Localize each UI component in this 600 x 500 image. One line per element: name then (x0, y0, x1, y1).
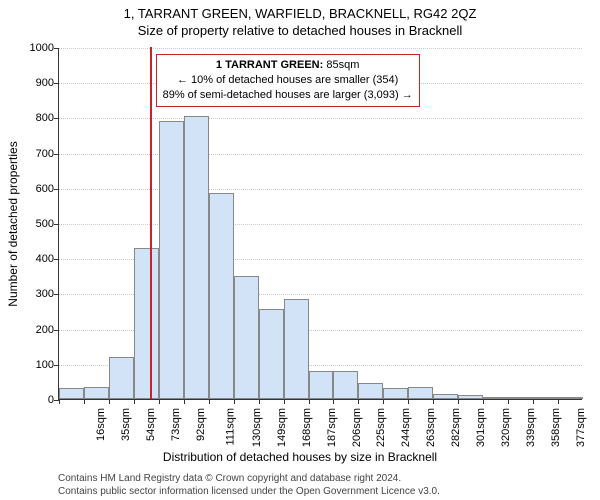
histogram-bar (234, 276, 259, 399)
x-tick-label: 111sqm (224, 408, 236, 446)
gridline (59, 224, 582, 225)
x-tick-label: 206sqm (351, 408, 363, 447)
x-tick-label: 35sqm (120, 408, 132, 441)
page-subtitle: Size of property relative to detached ho… (0, 21, 600, 38)
gridline (59, 154, 582, 155)
gridline (59, 48, 582, 49)
x-tick-label: 282sqm (450, 408, 462, 447)
histogram-bar (483, 397, 508, 399)
y-tick-label: 400 (14, 253, 54, 265)
x-tick-label: 16sqm (95, 408, 107, 441)
x-tick-label: 168sqm (301, 408, 313, 447)
histogram-bar (533, 397, 558, 399)
histogram-bar (159, 121, 184, 399)
x-tick-label: 187sqm (326, 408, 338, 447)
histogram-chart: 1 TARRANT GREEN: 85sqm ← 10% of detached … (58, 48, 582, 400)
y-tick-label: 0 (14, 394, 54, 406)
annotation-line2: ← 10% of detached houses are smaller (35… (177, 74, 398, 86)
x-tick-label: 54sqm (145, 408, 157, 441)
histogram-bar (408, 387, 433, 399)
histogram-bar (508, 397, 533, 399)
gridline (59, 118, 582, 119)
x-tick-label: 92sqm (195, 408, 207, 441)
y-tick-label: 600 (14, 183, 54, 195)
histogram-bar (383, 388, 408, 399)
x-tick-label: 339sqm (525, 408, 537, 447)
histogram-bar (333, 371, 358, 399)
x-axis-label: Distribution of detached houses by size … (0, 450, 600, 464)
y-tick-label: 1000 (14, 42, 54, 54)
y-tick-label: 900 (14, 77, 54, 89)
footer-line2: Contains public sector information licen… (58, 485, 440, 498)
histogram-bar (458, 395, 483, 399)
x-tick-label: 225sqm (376, 408, 388, 447)
annotation-value: 85sqm (326, 59, 359, 71)
histogram-bar (433, 394, 458, 399)
histogram-bar (358, 383, 383, 399)
y-tick-label: 200 (14, 324, 54, 336)
annotation-label: 1 TARRANT GREEN: (216, 59, 323, 71)
x-tick-label: 320sqm (500, 408, 512, 447)
histogram-bar (84, 387, 109, 399)
x-tick-label: 263sqm (426, 408, 438, 447)
histogram-bar (284, 299, 309, 399)
y-tick-label: 500 (14, 218, 54, 230)
x-tick-label: 130sqm (251, 408, 263, 447)
footer-attribution: Contains HM Land Registry data © Crown c… (58, 472, 440, 498)
x-tick-label: 149sqm (276, 408, 288, 447)
x-tick-label: 73sqm (170, 408, 182, 441)
x-tick-label: 358sqm (550, 408, 562, 447)
x-tick-label: 301sqm (475, 408, 487, 447)
annotation-line1: 1 TARRANT GREEN: 85sqm (216, 59, 359, 71)
histogram-bar (259, 309, 284, 399)
histogram-bar (309, 371, 334, 399)
annotation-line3: 89% of semi-detached houses are larger (… (163, 89, 413, 101)
x-tick-label: 244sqm (401, 408, 413, 447)
y-tick-label: 300 (14, 288, 54, 300)
histogram-bar (59, 388, 84, 399)
y-tick-label: 700 (14, 148, 54, 160)
gridline (59, 189, 582, 190)
histogram-bar (184, 116, 209, 399)
y-tick-label: 100 (14, 359, 54, 371)
annotation-box: 1 TARRANT GREEN: 85sqm ← 10% of detached … (156, 54, 420, 107)
histogram-bar (558, 397, 583, 399)
footer-line1: Contains HM Land Registry data © Crown c… (58, 472, 440, 485)
reference-line (150, 47, 152, 399)
histogram-bar (109, 357, 134, 399)
histogram-bar (134, 248, 159, 399)
page-title: 1, TARRANT GREEN, WARFIELD, BRACKNELL, R… (0, 0, 600, 21)
histogram-bar (209, 193, 234, 399)
x-tick-label: 377sqm (575, 408, 587, 447)
y-tick-label: 800 (14, 112, 54, 124)
